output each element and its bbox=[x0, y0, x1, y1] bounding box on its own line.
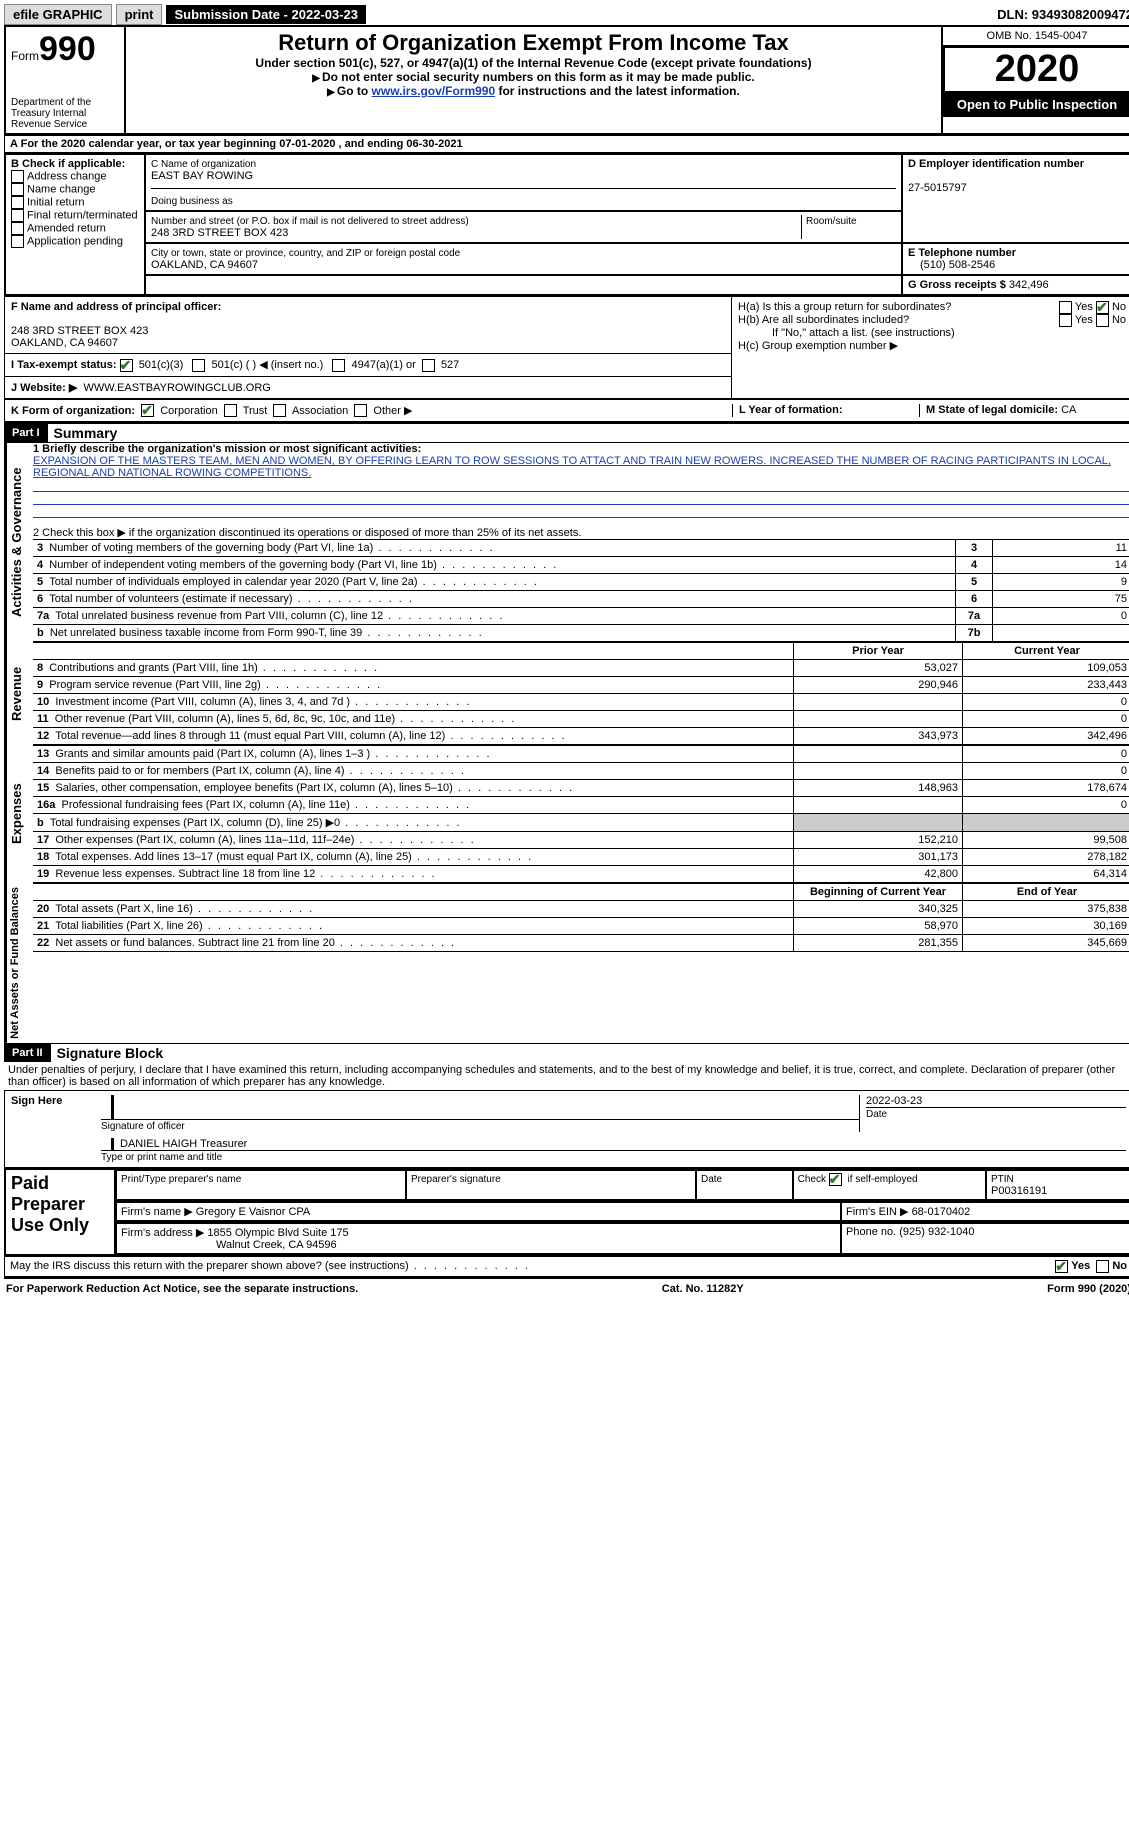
section-m: M State of legal domicile: CA bbox=[919, 404, 1126, 418]
page-footer: For Paperwork Reduction Act Notice, see … bbox=[4, 1277, 1129, 1299]
ssn-warning: Do not enter social security numbers on … bbox=[131, 70, 936, 84]
section-k: K Form of organization: Corporation Trus… bbox=[11, 404, 732, 418]
ha-yes[interactable] bbox=[1059, 301, 1072, 314]
hb-yes[interactable] bbox=[1059, 314, 1072, 327]
sig-date: 2022-03-23 bbox=[866, 1095, 922, 1107]
form-header: Form990 Department of the Treasury Inter… bbox=[4, 25, 1129, 135]
gov-label: Activities & Governance bbox=[5, 443, 33, 642]
discuss-no[interactable] bbox=[1096, 1260, 1109, 1273]
org-name: EAST BAY ROWING bbox=[151, 170, 253, 182]
print-button[interactable]: print bbox=[116, 4, 163, 25]
form-subtitle: Under section 501(c), 527, or 4947(a)(1)… bbox=[131, 56, 936, 70]
section-f: F Name and address of principal officer:… bbox=[5, 297, 731, 353]
website: WWW.EASTBAYROWINGCLUB.ORG bbox=[83, 382, 270, 394]
omb-number: OMB No. 1545-0047 bbox=[943, 27, 1129, 46]
paid-prep-label: Paid Preparer Use Only bbox=[5, 1169, 115, 1255]
rev-label: Revenue bbox=[5, 642, 33, 745]
part-ii-header: Part II Signature Block bbox=[4, 1044, 1129, 1062]
phone: (510) 508-2546 bbox=[908, 259, 995, 271]
trust-check[interactable] bbox=[224, 404, 237, 417]
city-cell: City or town, state or province, country… bbox=[145, 243, 902, 275]
dln: DLN: 93493082009472 bbox=[997, 7, 1129, 22]
irs-link[interactable]: www.irs.gov/Form990 bbox=[372, 84, 496, 98]
net-label: Net Assets or Fund Balances bbox=[5, 883, 33, 1043]
name-change-check[interactable] bbox=[11, 183, 24, 196]
addr-change-check[interactable] bbox=[11, 170, 24, 183]
section-b: B Check if applicable: Address change Na… bbox=[5, 154, 145, 295]
sign-here-label: Sign Here bbox=[5, 1091, 95, 1167]
line-1: 1 Briefly describe the organization's mi… bbox=[33, 443, 1129, 518]
city-state-zip: OAKLAND, CA 94607 bbox=[151, 259, 258, 271]
exp-label: Expenses bbox=[5, 745, 33, 883]
phone-cell: E Telephone number (510) 508-2546 bbox=[902, 243, 1129, 275]
section-h: H(a) Is this a group return for subordin… bbox=[732, 297, 1129, 398]
firm-name: Gregory E Vaisnor CPA bbox=[196, 1206, 311, 1218]
app-pending-check[interactable] bbox=[11, 235, 24, 248]
rev-table: Prior YearCurrent Year 8 Contributions a… bbox=[33, 642, 1129, 745]
klm-row: K Form of organization: Corporation Trus… bbox=[4, 399, 1129, 423]
penalty-text: Under penalties of perjury, I declare th… bbox=[4, 1062, 1129, 1090]
top-bar: efile GRAPHIC print Submission Date - 20… bbox=[4, 4, 1129, 25]
gov-table: 3 Number of voting members of the govern… bbox=[33, 539, 1129, 642]
addr-cell: Number and street (or P.O. box if mail i… bbox=[145, 211, 902, 243]
527-check[interactable] bbox=[422, 359, 435, 372]
open-to-public: Open to Public Inspection bbox=[943, 93, 1129, 117]
discuss-yes[interactable] bbox=[1055, 1260, 1068, 1273]
street-address: 248 3RD STREET BOX 423 bbox=[151, 227, 288, 239]
org-name-cell: C Name of organization EAST BAY ROWING D… bbox=[145, 154, 902, 211]
firm-ein: 68-0170402 bbox=[912, 1206, 971, 1218]
ptin: P00316191 bbox=[991, 1185, 1047, 1197]
hb-no[interactable] bbox=[1096, 314, 1109, 327]
corp-check[interactable] bbox=[141, 404, 154, 417]
initial-return-check[interactable] bbox=[11, 196, 24, 209]
right-header: OMB No. 1545-0047 2020 Open to Public In… bbox=[942, 26, 1129, 134]
line-2: 2 Check this box ▶ if the organization d… bbox=[33, 526, 1129, 539]
prep-phone: (925) 932-1040 bbox=[899, 1226, 974, 1238]
officer-name: DANIEL HAIGH Treasurer bbox=[120, 1138, 247, 1150]
submission-date: Submission Date - 2022-03-23 bbox=[166, 5, 366, 24]
period-line: A For the 2020 calendar year, or tax yea… bbox=[4, 135, 1129, 153]
amended-check[interactable] bbox=[11, 222, 24, 235]
4947-check[interactable] bbox=[332, 359, 345, 372]
section-l: L Year of formation: bbox=[732, 404, 919, 418]
gross-receipts: G Gross receipts $ 342,496 bbox=[902, 275, 1129, 295]
501c-check[interactable] bbox=[192, 359, 205, 372]
assoc-check[interactable] bbox=[273, 404, 286, 417]
paid-preparer-block: Paid Preparer Use Only Print/Type prepar… bbox=[4, 1168, 1129, 1256]
tax-year: 2020 bbox=[943, 46, 1129, 93]
net-table: Beginning of Current YearEnd of Year 20 … bbox=[33, 883, 1129, 952]
form-title: Return of Organization Exempt From Incom… bbox=[131, 30, 936, 56]
form-id: Form990 Department of the Treasury Inter… bbox=[5, 26, 125, 134]
entity-info: B Check if applicable: Address change Na… bbox=[4, 153, 1129, 296]
section-d-e: D Employer identification number 27-5015… bbox=[902, 154, 1129, 243]
discuss-row: May the IRS discuss this return with the… bbox=[4, 1256, 1129, 1277]
exp-table: 13 Grants and similar amounts paid (Part… bbox=[33, 745, 1129, 883]
efile-label: efile GRAPHIC bbox=[4, 4, 112, 25]
mission-text: EXPANSION OF THE MASTERS TEAM, MEN AND W… bbox=[33, 455, 1111, 479]
ha-no[interactable] bbox=[1096, 301, 1109, 314]
final-return-check[interactable] bbox=[11, 209, 24, 222]
ein: 27-5015797 bbox=[908, 182, 967, 194]
section-i: I Tax-exempt status: 501(c)(3) 501(c) ( … bbox=[5, 354, 731, 376]
other-check[interactable] bbox=[354, 404, 367, 417]
section-j: J Website: ▶ WWW.EASTBAYROWINGCLUB.ORG bbox=[5, 377, 731, 398]
summary-table: Activities & Governance 1 Briefly descri… bbox=[4, 442, 1129, 1044]
self-emp-check[interactable] bbox=[829, 1173, 842, 1186]
dept-treasury: Department of the Treasury Internal Reve… bbox=[11, 97, 119, 130]
part-i-header: Part I Summary bbox=[4, 422, 1129, 442]
501c3-check[interactable] bbox=[120, 359, 133, 372]
sign-here-block: Sign Here Signature of officer 2022-03-2… bbox=[4, 1090, 1129, 1168]
goto-line: Go to www.irs.gov/Form990 for instructio… bbox=[131, 84, 936, 98]
fh-section: F Name and address of principal officer:… bbox=[4, 296, 1129, 399]
title-block: Return of Organization Exempt From Incom… bbox=[125, 26, 942, 134]
